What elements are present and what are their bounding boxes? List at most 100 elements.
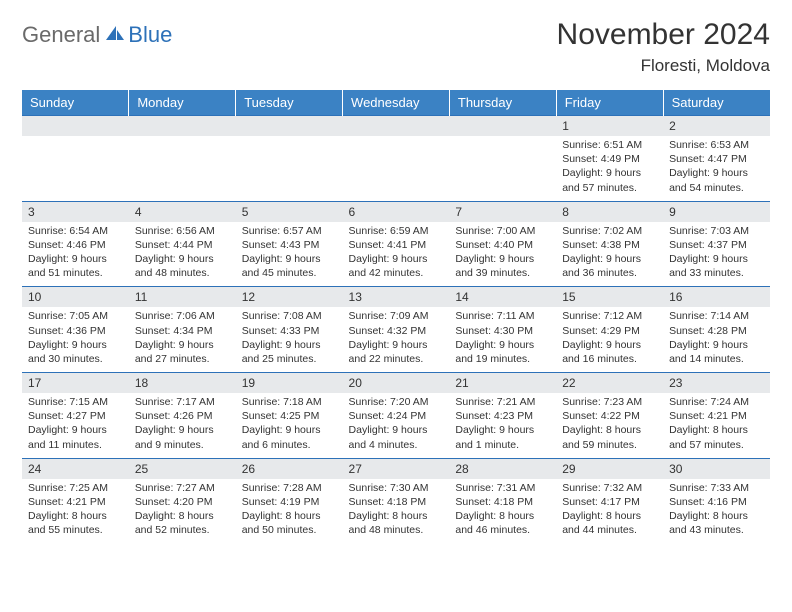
day-info-line: and 55 minutes. <box>28 523 123 537</box>
day-content: Sunrise: 7:08 AMSunset: 4:33 PMDaylight:… <box>236 307 343 372</box>
day-content: Sunrise: 7:09 AMSunset: 4:32 PMDaylight:… <box>343 307 450 372</box>
day-info-line: and 57 minutes. <box>562 181 657 195</box>
day-content: Sunrise: 6:53 AMSunset: 4:47 PMDaylight:… <box>663 136 770 201</box>
day-info-line: Daylight: 8 hours <box>242 509 337 523</box>
day-content: Sunrise: 7:28 AMSunset: 4:19 PMDaylight:… <box>236 479 343 544</box>
day-info-line: and 46 minutes. <box>455 523 550 537</box>
day-info-line: Daylight: 8 hours <box>669 423 764 437</box>
logo-sail-icon <box>104 24 126 47</box>
day-info-line: Daylight: 9 hours <box>242 423 337 437</box>
day-content: Sunrise: 7:31 AMSunset: 4:18 PMDaylight:… <box>449 479 556 544</box>
day-info-line: and 1 minute. <box>455 438 550 452</box>
calendar-day-cell: 30Sunrise: 7:33 AMSunset: 4:16 PMDayligh… <box>663 458 770 543</box>
day-content: Sunrise: 7:03 AMSunset: 4:37 PMDaylight:… <box>663 222 770 287</box>
day-info-line: Sunset: 4:43 PM <box>242 238 337 252</box>
day-info-line: Sunrise: 7:12 AM <box>562 309 657 323</box>
day-info-line: Daylight: 9 hours <box>562 338 657 352</box>
day-info-line: and 44 minutes. <box>562 523 657 537</box>
day-info-line: Daylight: 9 hours <box>242 338 337 352</box>
day-info-line: Sunrise: 7:15 AM <box>28 395 123 409</box>
day-info-line: Sunrise: 7:11 AM <box>455 309 550 323</box>
day-info-line: and 16 minutes. <box>562 352 657 366</box>
calendar-day-cell: 24 Sunrise: 7:25 AMSunset: 4:21 PMDayligh… <box>22 458 129 543</box>
day-info-line: Sunrise: 7:27 AM <box>135 481 230 495</box>
day-info-line: Daylight: 8 hours <box>28 509 123 523</box>
calendar-day-cell: 9Sunrise: 7:03 AMSunset: 4:37 PMDaylight… <box>663 201 770 287</box>
day-number: 2 <box>663 116 770 136</box>
day-info-line: Sunset: 4:23 PM <box>455 409 550 423</box>
day-content: Sunrise: 7:23 AMSunset: 4:22 PMDaylight:… <box>556 393 663 458</box>
calendar-empty-cell <box>236 116 343 202</box>
day-info-line: Sunrise: 7:23 AM <box>562 395 657 409</box>
day-info-line: and 52 minutes. <box>135 523 230 537</box>
day-number: 16 <box>663 287 770 307</box>
day-content <box>343 136 450 198</box>
day-info-line: Daylight: 9 hours <box>135 338 230 352</box>
calendar-empty-cell <box>449 116 556 202</box>
day-number: 14 <box>449 287 556 307</box>
day-info-line: Sunrise: 7:33 AM <box>669 481 764 495</box>
day-info-line: Daylight: 9 hours <box>242 252 337 266</box>
day-info-line: Sunset: 4:24 PM <box>349 409 444 423</box>
calendar-day-cell: 3Sunrise: 6:54 AMSunset: 4:46 PMDaylight… <box>22 201 129 287</box>
day-content: Sunrise: 7:00 AMSunset: 4:40 PMDaylight:… <box>449 222 556 287</box>
day-info-line: Sunset: 4:44 PM <box>135 238 230 252</box>
calendar-day-cell: 15Sunrise: 7:12 AMSunset: 4:29 PMDayligh… <box>556 287 663 373</box>
logo-text-general: General <box>22 22 100 48</box>
calendar-day-cell: 2Sunrise: 6:53 AMSunset: 4:47 PMDaylight… <box>663 116 770 202</box>
day-content: Sunrise: 7:15 AMSunset: 4:27 PMDaylight:… <box>22 393 129 458</box>
day-info-line: Sunset: 4:47 PM <box>669 152 764 166</box>
day-info-line: and 14 minutes. <box>669 352 764 366</box>
day-info-line: and 43 minutes. <box>669 523 764 537</box>
day-info-line: Daylight: 9 hours <box>562 252 657 266</box>
day-info-line: Daylight: 9 hours <box>135 423 230 437</box>
day-info-line: Sunrise: 7:06 AM <box>135 309 230 323</box>
day-info-line: and 27 minutes. <box>135 352 230 366</box>
calendar-day-cell: 11Sunrise: 7:06 AMSunset: 4:34 PMDayligh… <box>129 287 236 373</box>
day-number: 21 <box>449 373 556 393</box>
day-info-line: Sunrise: 6:56 AM <box>135 224 230 238</box>
day-info-line: Sunrise: 7:25 AM <box>28 481 123 495</box>
day-info-line: Sunrise: 7:18 AM <box>242 395 337 409</box>
calendar-day-cell: 8Sunrise: 7:02 AMSunset: 4:38 PMDaylight… <box>556 201 663 287</box>
calendar-day-cell: 16Sunrise: 7:14 AMSunset: 4:28 PMDayligh… <box>663 287 770 373</box>
day-info-line: Sunset: 4:41 PM <box>349 238 444 252</box>
day-info-line: Daylight: 9 hours <box>669 166 764 180</box>
day-info-line: Sunset: 4:21 PM <box>28 495 123 509</box>
day-info-line: Sunset: 4:17 PM <box>562 495 657 509</box>
weekday-header: Thursday <box>449 90 556 116</box>
day-content <box>236 136 343 198</box>
day-info-line: Sunset: 4:22 PM <box>562 409 657 423</box>
calendar-day-cell: 23Sunrise: 7:24 AMSunset: 4:21 PMDayligh… <box>663 373 770 459</box>
day-content: Sunrise: 7:24 AMSunset: 4:21 PMDaylight:… <box>663 393 770 458</box>
day-info-line: Sunrise: 7:28 AM <box>242 481 337 495</box>
title-block: November 2024 Floresti, Moldova <box>557 18 770 76</box>
day-info-line: Sunset: 4:20 PM <box>135 495 230 509</box>
day-number: 9 <box>663 202 770 222</box>
day-info-line: Sunrise: 7:03 AM <box>669 224 764 238</box>
calendar-empty-cell <box>22 116 129 202</box>
calendar-week-row: 24Sunrise: 7:25 AMSunset: 4:21 PMDayligh… <box>22 458 770 543</box>
location: Floresti, Moldova <box>557 56 770 76</box>
day-info-line: Sunset: 4:49 PM <box>562 152 657 166</box>
day-number: 24 <box>22 459 129 479</box>
day-info-line: Daylight: 9 hours <box>669 252 764 266</box>
day-info-line: Sunrise: 7:20 AM <box>349 395 444 409</box>
calendar-week-row: 17Sunrise: 7:15 AMSunset: 4:27 PMDayligh… <box>22 373 770 459</box>
day-info-line: and 22 minutes. <box>349 352 444 366</box>
day-info-line: Sunset: 4:16 PM <box>669 495 764 509</box>
day-info-line: Sunrise: 7:14 AM <box>669 309 764 323</box>
day-info-line: Sunset: 4:18 PM <box>349 495 444 509</box>
day-info-line: Sunrise: 7:00 AM <box>455 224 550 238</box>
calendar-day-cell: 19Sunrise: 7:18 AMSunset: 4:25 PMDayligh… <box>236 373 343 459</box>
day-number: 11 <box>129 287 236 307</box>
day-info-line: and 30 minutes. <box>28 352 123 366</box>
day-info-line: Daylight: 9 hours <box>135 252 230 266</box>
day-info-line: Sunset: 4:30 PM <box>455 324 550 338</box>
day-content: Sunrise: 7:21 AMSunset: 4:23 PMDaylight:… <box>449 393 556 458</box>
day-info-line: and 9 minutes. <box>135 438 230 452</box>
calendar-day-cell: 5Sunrise: 6:57 AMSunset: 4:43 PMDaylight… <box>236 201 343 287</box>
day-number: 30 <box>663 459 770 479</box>
weekday-header: Tuesday <box>236 90 343 116</box>
day-info-line: Sunset: 4:18 PM <box>455 495 550 509</box>
